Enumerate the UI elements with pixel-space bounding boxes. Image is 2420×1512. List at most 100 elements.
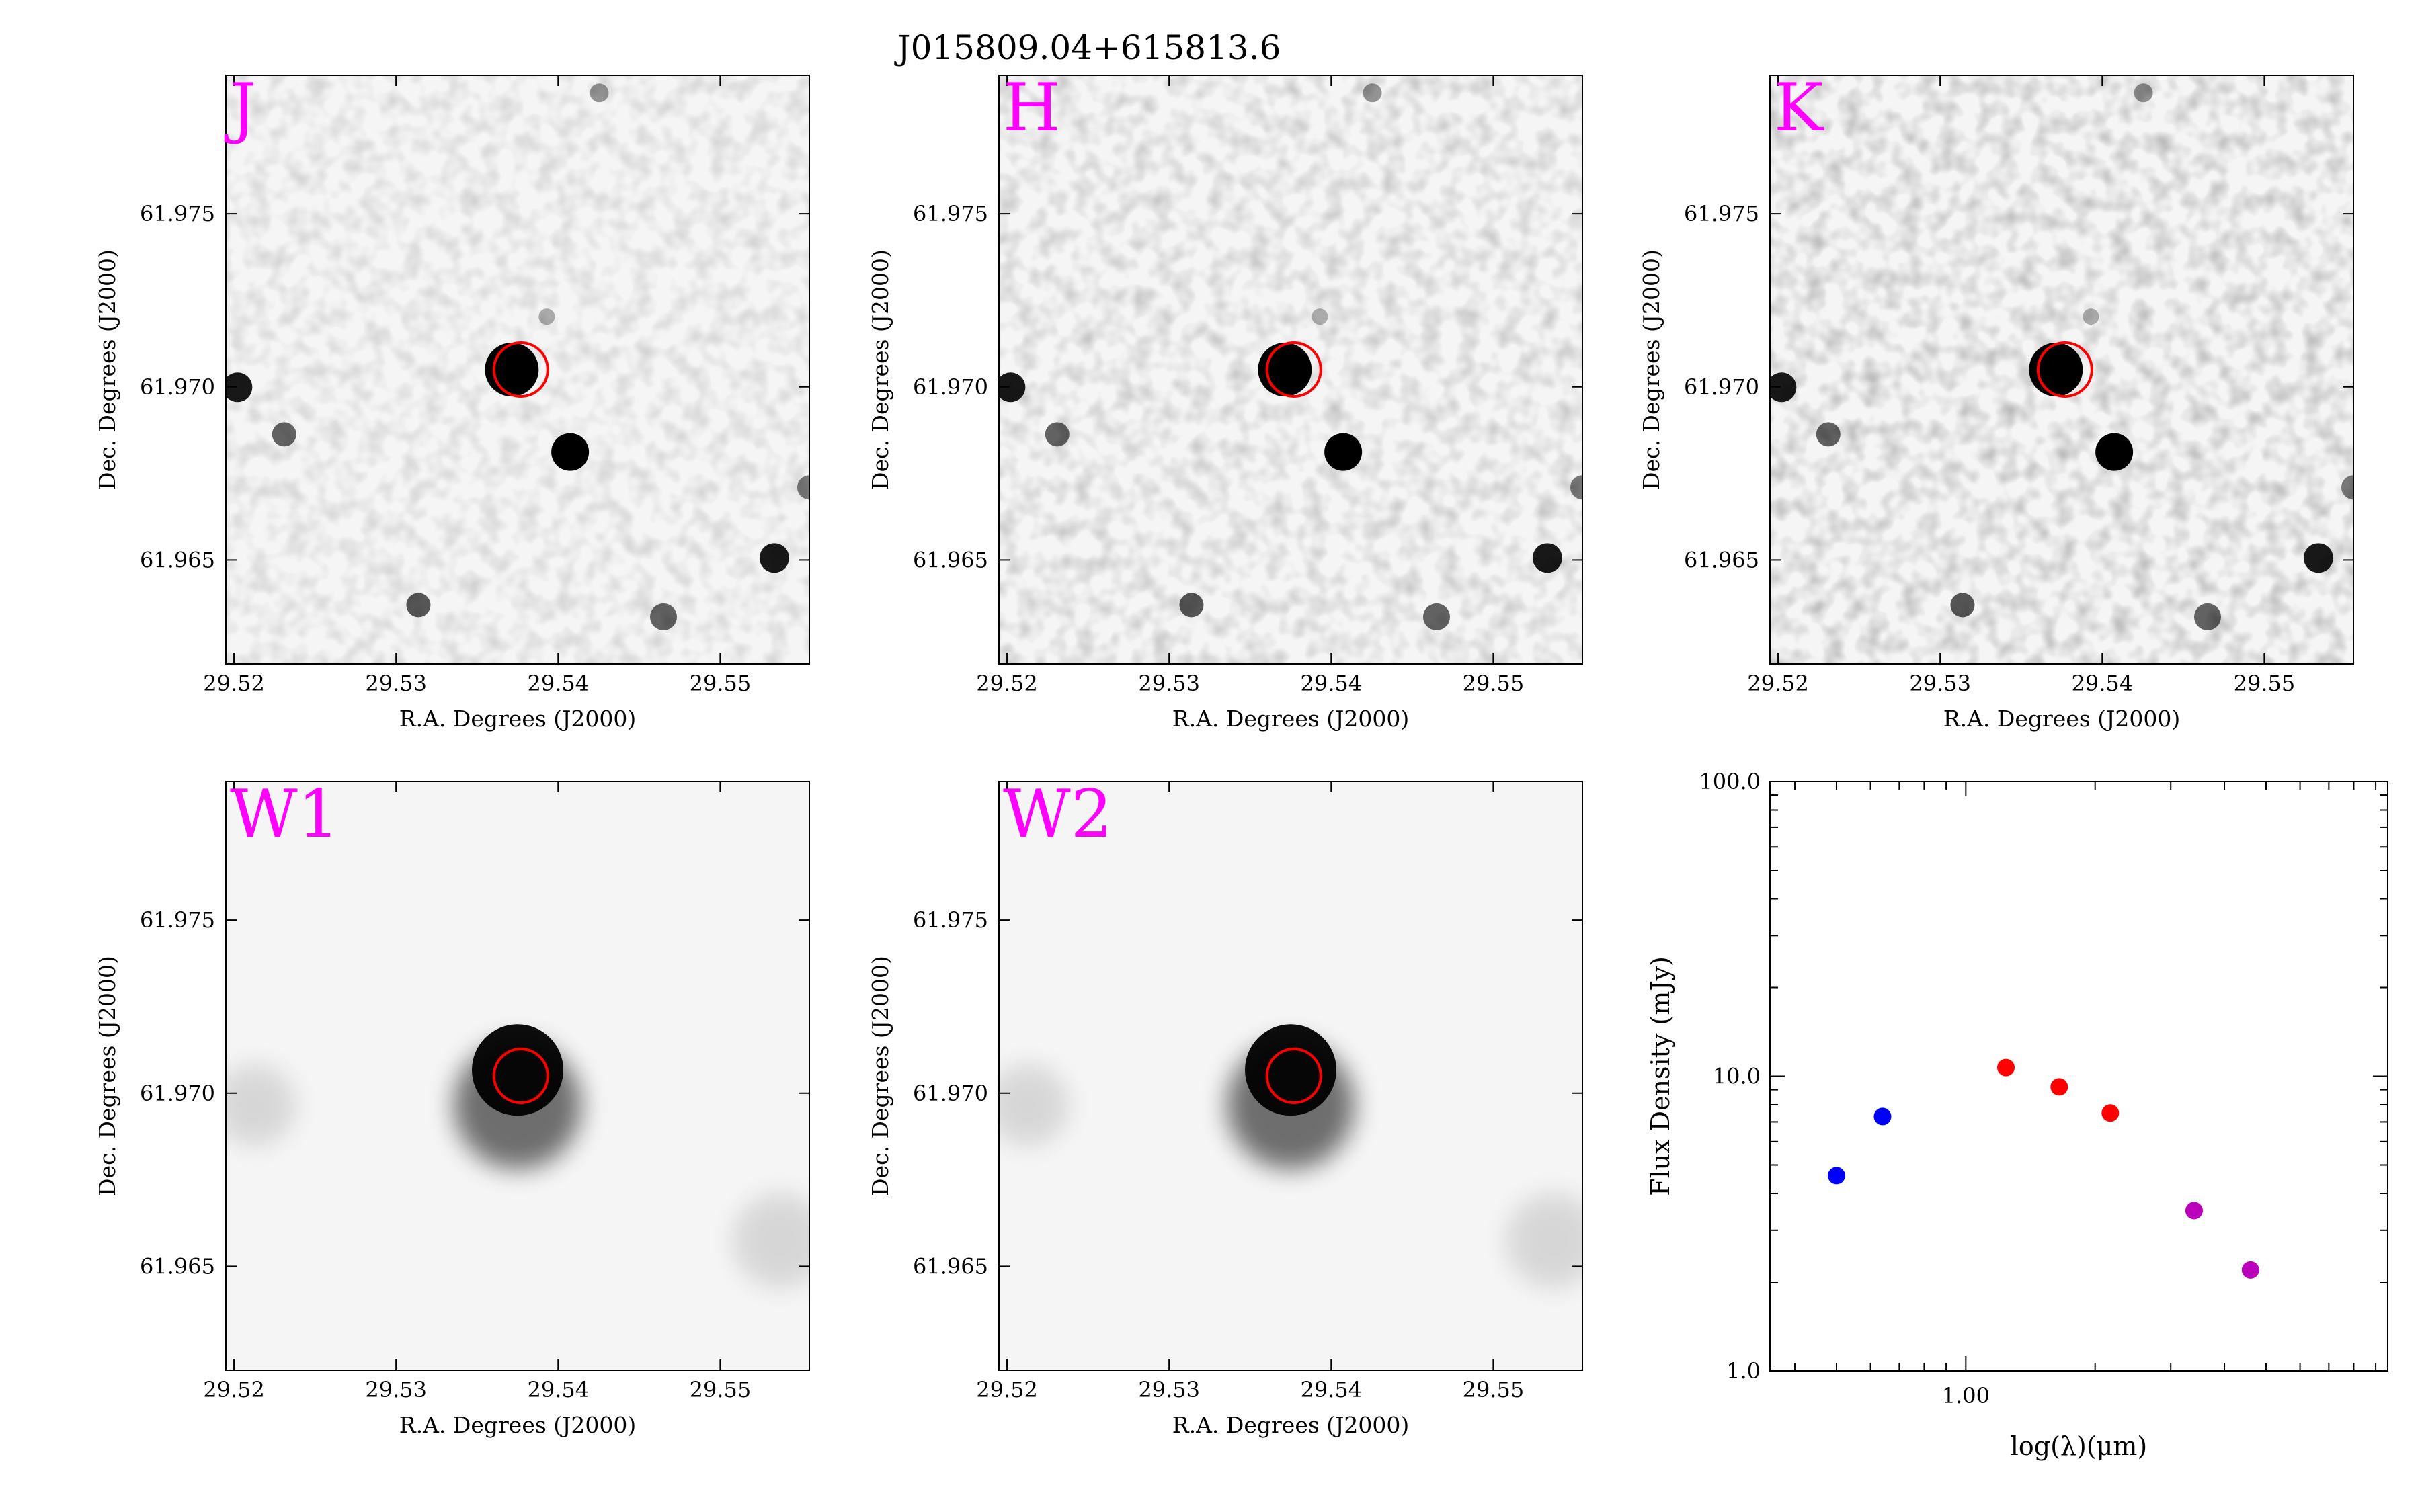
data-point (2185, 1202, 2203, 1220)
x-tick-label: 29.54 (527, 1377, 589, 1402)
plot-frame (225, 75, 810, 665)
star (2095, 433, 2134, 471)
target-circle (492, 1048, 549, 1104)
x-tick-label: 29.52 (203, 671, 265, 696)
band-label: K (1774, 70, 1824, 146)
panel-w1: 29.52 29.53 29.54 29.55 61.965 61.970 61.975 R.… (94, 776, 810, 1438)
star (2194, 603, 2221, 630)
x-tick-label: 29.52 (1747, 671, 1809, 696)
x-tick-label: 29.53 (1138, 671, 1200, 696)
star (590, 83, 609, 103)
panel-w2: 29.52 29.53 29.54 29.55 61.965 61.970 61.975 R.… (867, 776, 1583, 1438)
x-tick-label: 29.54 (1300, 1377, 1362, 1402)
sky-image (999, 75, 1582, 664)
sky-image (226, 782, 809, 1370)
plot-frame (1769, 781, 2388, 1372)
band-label: H (1003, 70, 1060, 146)
y-tick-label: 61.965 (140, 1253, 215, 1279)
y-tick-label: 61.965 (1684, 547, 1759, 573)
y-axis-label: Dec. Degrees (J2000) (867, 956, 893, 1196)
y-tick-label: 10.0 (1713, 1064, 1761, 1089)
x-axis-label: R.A. Degrees (J2000) (1943, 706, 2180, 732)
sky-image (226, 75, 809, 664)
x-tick-label: 29.54 (1300, 671, 1362, 696)
x-tick-label: 29.54 (527, 671, 589, 696)
x-tick-label: 29.55 (690, 1377, 752, 1402)
band-label: J (224, 70, 256, 146)
star (1363, 83, 1382, 103)
y-tick-label: 61.970 (913, 1081, 988, 1106)
star (759, 543, 789, 573)
star (797, 475, 809, 500)
star (999, 372, 1026, 403)
data-point (2050, 1078, 2068, 1096)
star (1770, 372, 1797, 403)
figure-title: J015809.04+615813.6 (894, 28, 1281, 67)
x-axis-label: R.A. Degrees (J2000) (1172, 1412, 1409, 1438)
x-tick-label: 29.55 (1463, 671, 1525, 696)
y-axis-label: Dec. Degrees (J2000) (94, 956, 120, 1196)
y-tick-label: 61.970 (140, 374, 215, 400)
x-axis-label: R.A. Degrees (J2000) (1172, 706, 1409, 732)
plot-frame (998, 75, 1583, 665)
x-axis-label: log(λ)(μm) (2011, 1431, 2147, 1461)
y-tick-label: 61.970 (140, 1081, 215, 1106)
x-tick-label: 29.53 (365, 671, 427, 696)
x-tick-label: 29.52 (976, 1377, 1038, 1402)
panel-h: 29.52 29.53 29.54 29.55 61.965 61.970 61.975 R.… (867, 70, 1583, 732)
y-tick-label: 61.965 (913, 1253, 988, 1279)
y-tick-label: 61.965 (140, 547, 215, 573)
x-tick-label: 29.55 (690, 671, 752, 696)
star (1532, 543, 1562, 573)
star (1324, 433, 1363, 471)
y-tick-label: 61.975 (913, 201, 988, 226)
sky-image (1770, 75, 2353, 664)
plot-frame (225, 781, 810, 1371)
star (2303, 543, 2333, 573)
plot-frame (998, 781, 1583, 1371)
star (1045, 422, 1070, 447)
star (1312, 308, 1328, 325)
x-axis-label: R.A. Degrees (J2000) (399, 1412, 636, 1438)
x-tick-label: 29.52 (203, 1377, 265, 1402)
star (406, 593, 431, 618)
data-point (2241, 1261, 2259, 1279)
star (226, 372, 253, 403)
band-label: W2 (1003, 776, 1113, 853)
x-tick-label: 29.52 (976, 671, 1038, 696)
target-circle (492, 341, 549, 398)
star (650, 603, 677, 630)
star (1570, 475, 1582, 500)
x-tick-label: 29.53 (1909, 671, 1971, 696)
y-tick-label: 61.975 (1684, 201, 1759, 226)
data-point (1873, 1107, 1892, 1126)
panel-sed: 1.00 1.0 10.0 100.0 log(λ)(μm) Flux Density (… (1646, 769, 2388, 1461)
x-tick-label: 29.55 (2234, 671, 2296, 696)
x-tick-label: 1.00 (1942, 1383, 1990, 1409)
y-axis-label: Dec. Degrees (J2000) (94, 249, 120, 490)
y-tick-label: 61.975 (140, 907, 215, 933)
star (2083, 308, 2099, 325)
y-tick-label: 100.0 (1699, 769, 1761, 794)
x-tick-label: 29.53 (1138, 1377, 1200, 1402)
y-axis-label: Dec. Degrees (J2000) (867, 249, 893, 490)
y-axis-label: Flux Density (mJy) (1646, 956, 1675, 1196)
panel-j: 29.52 29.53 29.54 29.55 61.965 61.970 61.975 R.… (94, 70, 810, 732)
y-tick-label: 61.975 (913, 907, 988, 933)
x-tick-label: 29.55 (1463, 1377, 1525, 1402)
y-tick-label: 61.975 (140, 201, 215, 226)
star (1816, 422, 1841, 447)
x-tick-label: 29.54 (2071, 671, 2133, 696)
star (2341, 475, 2353, 500)
plot-frame (1769, 75, 2354, 665)
star (551, 433, 590, 471)
band-label: W1 (230, 776, 339, 853)
data-point (2101, 1104, 2120, 1122)
star (1179, 593, 1204, 618)
y-axis-label: Dec. Degrees (J2000) (1638, 249, 1664, 490)
target-circle (1265, 1048, 1322, 1104)
star (1950, 593, 1975, 618)
star (272, 422, 296, 447)
sky-image (999, 782, 1582, 1370)
